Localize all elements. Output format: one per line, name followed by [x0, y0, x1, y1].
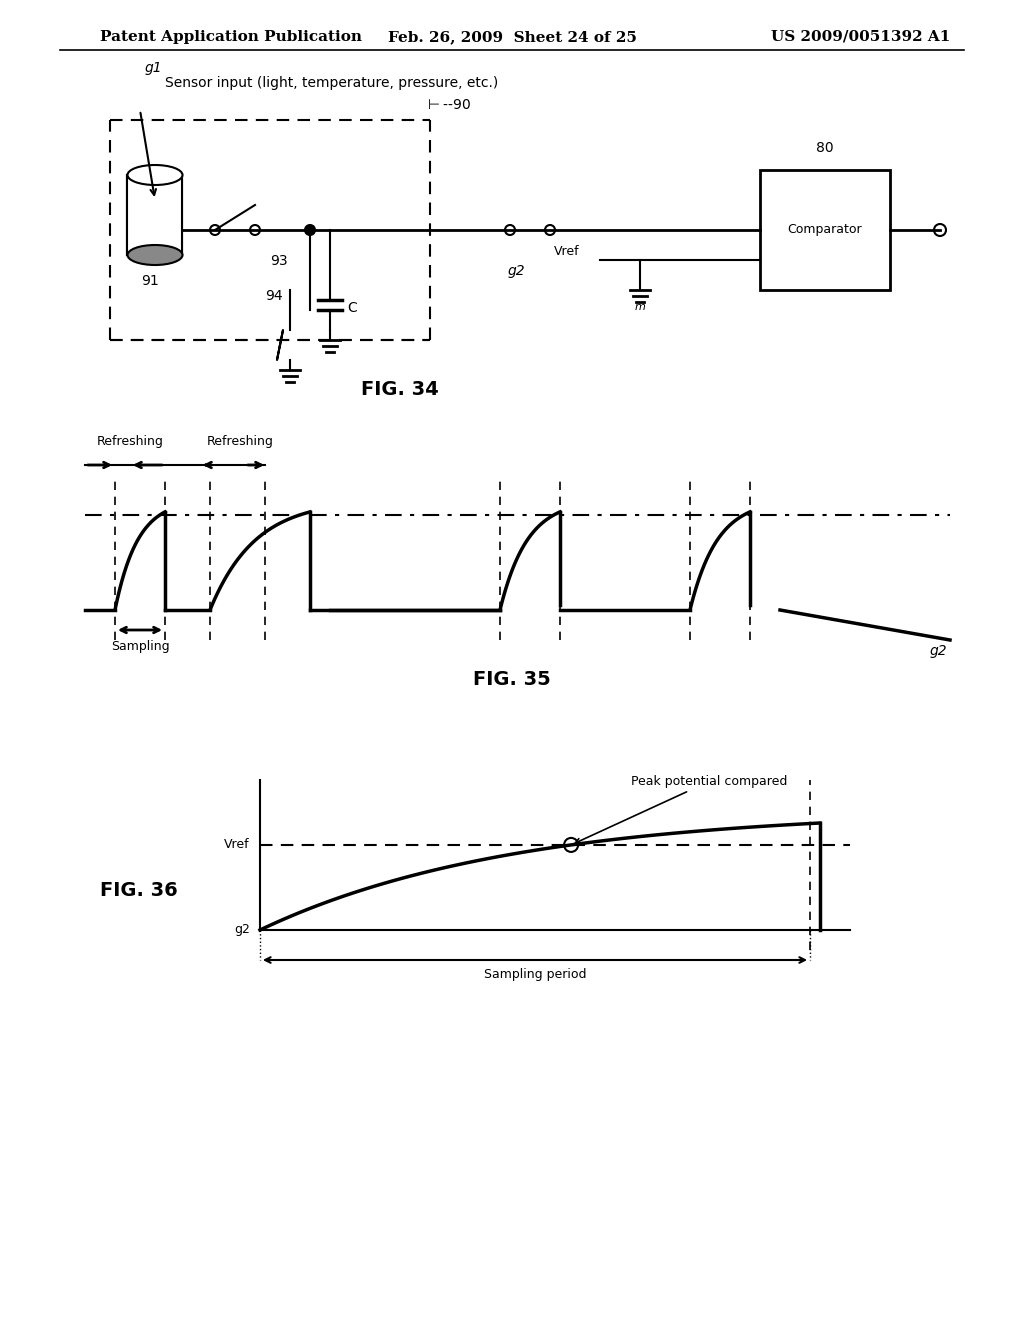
Text: FIG. 36: FIG. 36 — [100, 880, 178, 899]
Text: Sampling: Sampling — [111, 640, 169, 653]
Text: m: m — [635, 302, 645, 312]
Text: Sampling period: Sampling period — [483, 968, 587, 981]
Ellipse shape — [128, 165, 182, 185]
Circle shape — [564, 838, 579, 851]
Text: Feb. 26, 2009  Sheet 24 of 25: Feb. 26, 2009 Sheet 24 of 25 — [387, 30, 637, 44]
Text: 80: 80 — [816, 141, 834, 154]
Text: US 2009/0051392 A1: US 2009/0051392 A1 — [771, 30, 950, 44]
Text: 91: 91 — [141, 275, 159, 288]
Text: Refreshing: Refreshing — [207, 436, 273, 447]
Circle shape — [210, 224, 220, 235]
Text: g2: g2 — [930, 644, 947, 657]
Circle shape — [505, 224, 515, 235]
Circle shape — [305, 224, 315, 235]
Bar — [127, 176, 182, 255]
Text: Vref: Vref — [224, 838, 250, 851]
Text: FIG. 35: FIG. 35 — [473, 671, 551, 689]
Text: Vref: Vref — [554, 246, 580, 257]
Bar — [127, 176, 182, 255]
Circle shape — [250, 224, 260, 235]
Text: FIG. 34: FIG. 34 — [361, 380, 439, 399]
Text: Peak potential compared: Peak potential compared — [575, 775, 787, 843]
Text: g1: g1 — [145, 61, 163, 75]
Text: Refreshing: Refreshing — [96, 436, 164, 447]
Bar — [760, 170, 890, 290]
Text: Sensor input (light, temperature, pressure, etc.): Sensor input (light, temperature, pressu… — [165, 77, 499, 90]
Text: 93: 93 — [270, 253, 288, 268]
Text: $\vdash$--90: $\vdash$--90 — [425, 98, 471, 112]
Circle shape — [545, 224, 555, 235]
Text: Patent Application Publication: Patent Application Publication — [100, 30, 362, 44]
Text: 94: 94 — [265, 289, 283, 304]
Text: g2: g2 — [234, 924, 250, 936]
Ellipse shape — [128, 246, 182, 265]
Text: Comparator: Comparator — [787, 223, 862, 236]
Text: g2: g2 — [508, 264, 525, 279]
Text: C: C — [347, 301, 356, 315]
Circle shape — [934, 224, 946, 236]
